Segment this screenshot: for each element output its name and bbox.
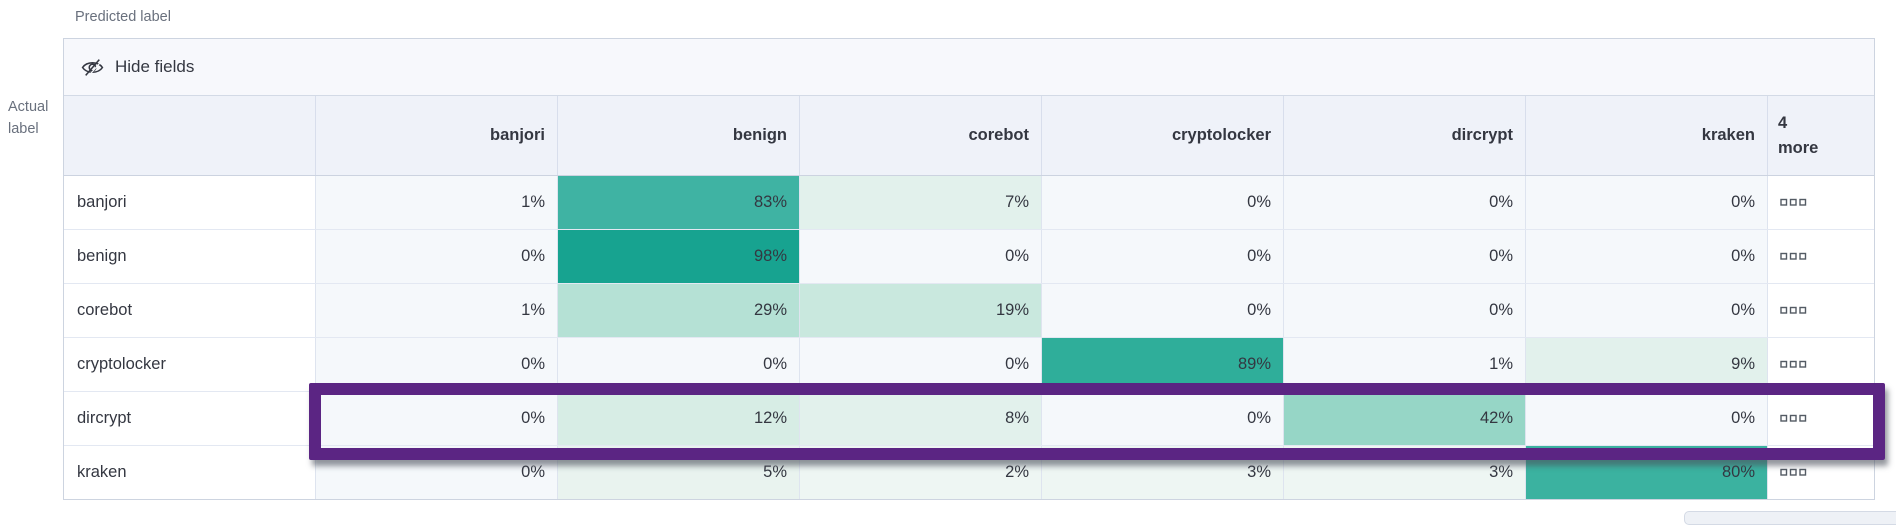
matrix-cell: 0% <box>558 338 800 391</box>
column-header-banjori: banjori <box>316 96 558 175</box>
matrix-cell: 0% <box>1526 230 1768 283</box>
matrix-cell: 12% <box>558 392 800 445</box>
row-overflow-button[interactable] <box>1768 446 1874 499</box>
matrix-cell: 0% <box>800 230 1042 283</box>
matrix-row-kraken: kraken 0% 5% 2% 3% 3% 80% <box>64 446 1874 499</box>
row-overflow-button[interactable] <box>1768 284 1874 337</box>
matrix-row-dircrypt: dircrypt 0% 12% 8% 0% 42% 0% <box>64 392 1874 446</box>
column-header-dircrypt: dircrypt <box>1284 96 1526 175</box>
matrix-cell: 0% <box>316 338 558 391</box>
matrix-cell: 8% <box>800 392 1042 445</box>
matrix-cell: 0% <box>1284 176 1526 229</box>
column-header-kraken: kraken <box>1526 96 1768 175</box>
matrix-cell: 0% <box>1042 284 1284 337</box>
matrix-cell: 0% <box>1284 284 1526 337</box>
more-header-word: more <box>1778 138 1819 157</box>
matrix-cell: 0% <box>1042 392 1284 445</box>
matrix-body: banjori 1% 83% 7% 0% 0% 0% benign 0% 98% 0% 0% 0% 0% c… <box>64 176 1874 499</box>
matrix-cell: 0% <box>1526 392 1768 445</box>
matrix-cell: 89% <box>1042 338 1284 391</box>
row-label: dircrypt <box>64 392 316 445</box>
boxes-horizontal-icon <box>1780 360 1807 369</box>
matrix-cell: 3% <box>1042 446 1284 499</box>
more-header-count: 4 <box>1778 113 1788 132</box>
row-label: benign <box>64 230 316 283</box>
boxes-horizontal-icon <box>1780 198 1807 207</box>
matrix-cell: 0% <box>1284 230 1526 283</box>
row-overflow-button[interactable] <box>1768 338 1874 391</box>
predicted-axis-label: Predicted label <box>75 9 171 25</box>
row-overflow-button[interactable] <box>1768 392 1874 445</box>
hide-fields-label: Hide fields <box>115 57 195 76</box>
matrix-cell: 19% <box>800 284 1042 337</box>
matrix-row-banjori: banjori 1% 83% 7% 0% 0% 0% <box>64 176 1874 230</box>
actual-axis-label-line2: label <box>8 121 39 137</box>
matrix-cell: 0% <box>316 446 558 499</box>
row-overflow-button[interactable] <box>1768 230 1874 283</box>
column-header-benign: benign <box>558 96 800 175</box>
matrix-cell: 1% <box>316 176 558 229</box>
horizontal-scrollbar[interactable] <box>1684 511 1896 525</box>
column-header-corebot: corebot <box>800 96 1042 175</box>
hide-fields-button[interactable]: Hide fields <box>81 56 194 79</box>
matrix-row-corebot: corebot 1% 29% 19% 0% 0% 0% <box>64 284 1874 338</box>
row-label: cryptolocker <box>64 338 316 391</box>
header-corner-cell <box>64 96 316 175</box>
matrix-row-cryptolocker: cryptolocker 0% 0% 0% 89% 1% 9% <box>64 338 1874 392</box>
matrix-cell: 7% <box>800 176 1042 229</box>
matrix-cell: 0% <box>1042 176 1284 229</box>
matrix-cell: 0% <box>1526 176 1768 229</box>
matrix-cell: 1% <box>316 284 558 337</box>
matrix-cell: 83% <box>558 176 800 229</box>
matrix-cell: 80% <box>1526 446 1768 499</box>
matrix-cell: 42% <box>1284 392 1526 445</box>
boxes-horizontal-icon <box>1780 306 1807 315</box>
row-label: corebot <box>64 284 316 337</box>
column-header-more: 4 more <box>1768 96 1874 175</box>
boxes-horizontal-icon <box>1780 414 1807 423</box>
row-label: banjori <box>64 176 316 229</box>
matrix-cell: 2% <box>800 446 1042 499</box>
matrix-cell: 9% <box>1526 338 1768 391</box>
matrix-cell: 0% <box>316 392 558 445</box>
actual-axis-label: Actual label <box>8 96 48 140</box>
matrix-cell: 0% <box>800 338 1042 391</box>
matrix-cell: 1% <box>1284 338 1526 391</box>
matrix-cell: 29% <box>558 284 800 337</box>
row-label: kraken <box>64 446 316 499</box>
matrix-cell: 0% <box>1042 230 1284 283</box>
matrix-cell: 5% <box>558 446 800 499</box>
column-header-cryptolocker: cryptolocker <box>1042 96 1284 175</box>
matrix-cell: 0% <box>1526 284 1768 337</box>
matrix-cell: 98% <box>558 230 800 283</box>
matrix-cell: 0% <box>316 230 558 283</box>
matrix-cell: 3% <box>1284 446 1526 499</box>
grid-toolbar: Hide fields <box>64 39 1874 96</box>
confusion-matrix-grid: Hide fields banjori benign corebot crypt… <box>63 38 1875 500</box>
matrix-header-row: banjori benign corebot cryptolocker dirc… <box>64 96 1874 176</box>
row-overflow-button[interactable] <box>1768 176 1874 229</box>
boxes-horizontal-icon <box>1780 252 1807 261</box>
eye-slash-icon <box>81 56 104 79</box>
matrix-row-benign: benign 0% 98% 0% 0% 0% 0% <box>64 230 1874 284</box>
actual-axis-label-line1: Actual <box>8 99 49 115</box>
boxes-horizontal-icon <box>1780 468 1807 477</box>
